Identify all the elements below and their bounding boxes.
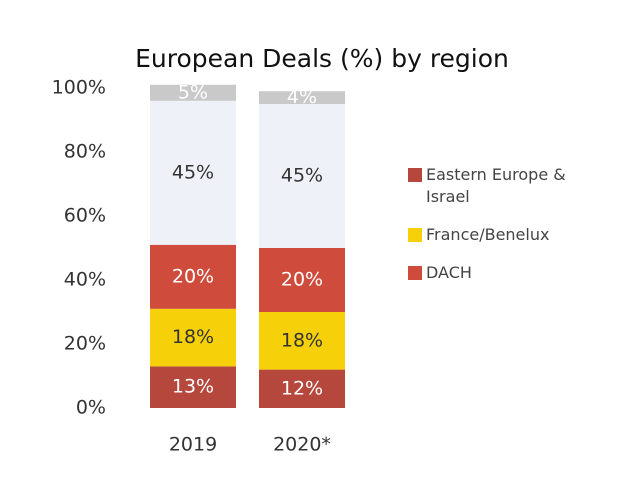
bar-segment	[150, 366, 236, 408]
bar-segment	[259, 248, 345, 312]
legend-item: DACH	[408, 262, 608, 284]
legend-item: Eastern Europe & Israel	[408, 164, 608, 208]
data-label: 45%	[172, 161, 214, 183]
data-label: 4%	[287, 86, 317, 108]
data-label: 20%	[281, 269, 323, 291]
data-label: 45%	[281, 165, 323, 187]
legend-swatch	[408, 266, 422, 280]
data-label: 20%	[172, 265, 214, 287]
x-tick-label: 2020*	[273, 434, 331, 456]
y-tick-label: 60%	[64, 205, 106, 227]
legend-label: France/Benelux	[426, 225, 550, 244]
legend-swatch	[408, 228, 422, 242]
legend-item: France/Benelux	[408, 224, 608, 246]
y-tick-label: 20%	[64, 333, 106, 355]
legend: Eastern Europe & Israel France/Benelux DAC…	[408, 164, 608, 300]
bar-segment	[150, 244, 236, 309]
y-tick-label: 80%	[64, 141, 106, 163]
bar-segment	[150, 308, 236, 367]
bar-segment	[150, 100, 236, 245]
bar-segment	[259, 104, 345, 248]
y-tick-label: 0%	[76, 397, 106, 419]
data-label: 12%	[281, 377, 323, 399]
data-label: 18%	[281, 329, 323, 351]
data-label: 5%	[178, 81, 208, 103]
bar-segment	[259, 312, 345, 370]
data-label: 13%	[172, 376, 214, 398]
legend-label: Eastern Europe & Israel	[426, 165, 566, 206]
bar-segment	[259, 369, 345, 408]
y-tick-label: 100%	[52, 77, 106, 99]
x-tick-label: 2019	[169, 434, 217, 456]
legend-swatch	[408, 168, 422, 182]
chart-title: European Deals (%) by region	[135, 44, 509, 73]
bar-segment	[259, 91, 345, 104]
legend-label: DACH	[426, 263, 472, 282]
data-label: 18%	[172, 326, 214, 348]
bar-segment	[150, 84, 236, 101]
y-tick-label: 40%	[64, 269, 106, 291]
